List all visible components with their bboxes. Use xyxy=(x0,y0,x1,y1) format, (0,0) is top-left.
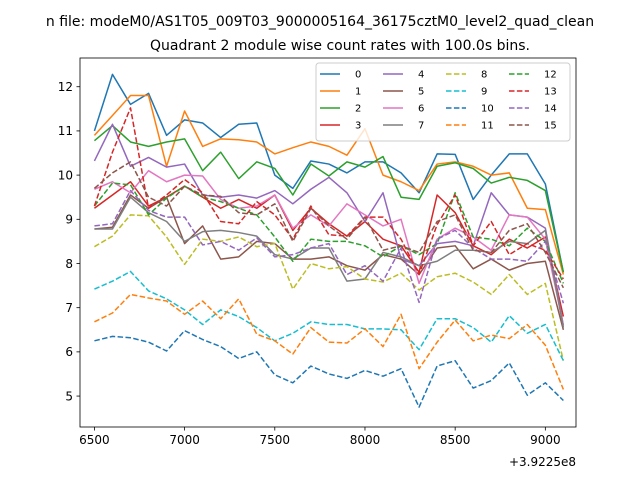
series-line-6 xyxy=(94,169,565,326)
legend-label-9: 9 xyxy=(481,87,487,98)
x-offset-label: +3.9225e8 xyxy=(509,455,576,469)
series-line-4 xyxy=(93,123,565,326)
figure-suptitle: n file: modeM0/AS1T05_009T03_9000005164_… xyxy=(46,14,594,30)
series-line-5 xyxy=(94,194,565,330)
y-tick-label: 7 xyxy=(65,301,73,315)
series-line-15 xyxy=(93,161,565,289)
legend-label-4: 4 xyxy=(418,70,424,81)
plot-frame xyxy=(79,57,577,428)
y-tick-label: 11 xyxy=(58,124,73,138)
legend-label-3: 3 xyxy=(355,121,361,132)
legend-box xyxy=(315,62,571,142)
legend-label-7: 7 xyxy=(418,121,424,132)
legend-label-6: 6 xyxy=(418,104,424,115)
y-tick-label: 9 xyxy=(65,213,73,227)
series-line-2 xyxy=(93,124,565,273)
series-line-1 xyxy=(93,94,565,275)
chart-title: Quadrant 2 module wise count rates with … xyxy=(150,38,530,54)
series-line-8 xyxy=(94,214,565,361)
legend-label-11: 11 xyxy=(481,121,494,132)
legend-label-13: 13 xyxy=(544,87,557,98)
legend-label-0: 0 xyxy=(355,70,361,81)
series-line-12 xyxy=(93,182,565,284)
legend-label-8: 8 xyxy=(481,70,487,81)
legend-label-15: 15 xyxy=(544,121,557,132)
x-tick-label: 7500 xyxy=(260,433,291,447)
y-tick-label: 12 xyxy=(58,80,73,94)
series-line-11 xyxy=(94,293,565,390)
x-tick-label: 9000 xyxy=(530,433,561,447)
legend-label-12: 12 xyxy=(544,70,557,81)
plot-lines xyxy=(93,73,565,408)
y-tick-label: 5 xyxy=(65,389,73,403)
series-line-9 xyxy=(94,270,565,362)
series-line-14 xyxy=(94,189,565,304)
x-tick-label: 8000 xyxy=(350,433,381,447)
y-tick-label: 10 xyxy=(58,168,73,182)
x-tick-label: 7000 xyxy=(169,433,200,447)
legend-label-10: 10 xyxy=(481,104,494,115)
y-tick-label: 8 xyxy=(65,257,73,271)
legend-label-1: 1 xyxy=(355,87,361,98)
x-tick-label: 6500 xyxy=(79,433,110,447)
legend-label-14: 14 xyxy=(544,104,557,115)
legend-label-5: 5 xyxy=(418,87,424,98)
legend-label-2: 2 xyxy=(355,104,361,115)
series-line-0 xyxy=(93,73,565,273)
y-tick-label: 6 xyxy=(65,345,73,359)
x-tick-label: 8500 xyxy=(440,433,471,447)
series-line-10 xyxy=(94,329,564,408)
